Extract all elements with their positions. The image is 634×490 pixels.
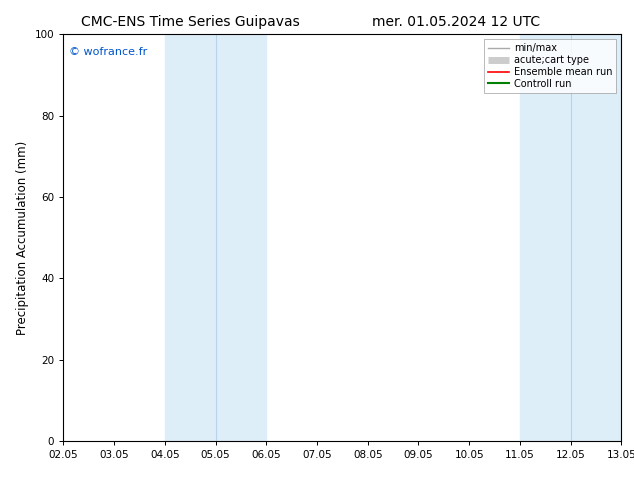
Legend: min/max, acute;cart type, Ensemble mean run, Controll run: min/max, acute;cart type, Ensemble mean … xyxy=(484,39,616,93)
Text: © wofrance.fr: © wofrance.fr xyxy=(69,47,147,56)
Bar xyxy=(165,34,266,441)
Text: CMC-ENS Time Series Guipavas: CMC-ENS Time Series Guipavas xyxy=(81,15,300,29)
Bar xyxy=(520,34,621,441)
Y-axis label: Precipitation Accumulation (mm): Precipitation Accumulation (mm) xyxy=(16,141,29,335)
Text: mer. 01.05.2024 12 UTC: mer. 01.05.2024 12 UTC xyxy=(372,15,541,29)
